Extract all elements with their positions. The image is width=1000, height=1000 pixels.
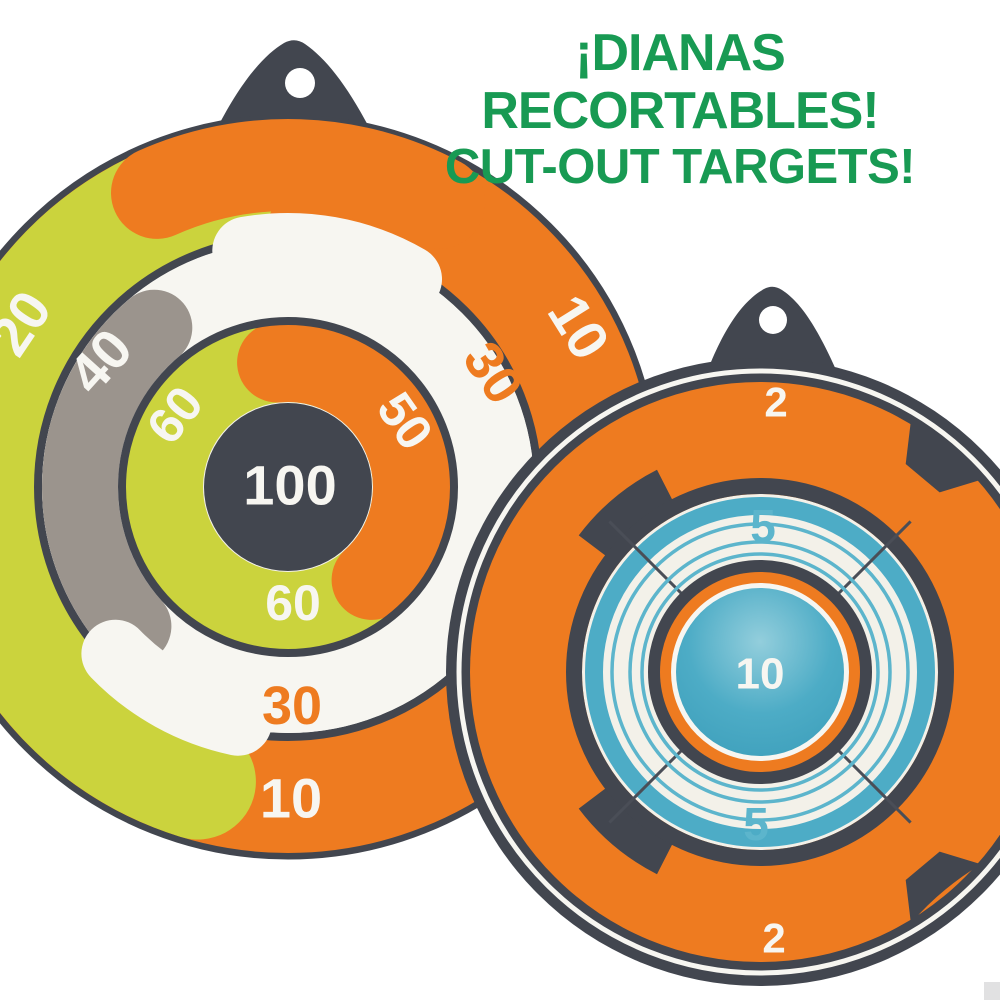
left-bullseye (204, 403, 372, 571)
left-score-100: 100 (243, 454, 336, 517)
left-orange-capsule-top (111, 119, 486, 249)
right-score-10-center: 10 (736, 650, 785, 699)
right-score-2-bottom: 2 (762, 915, 785, 962)
right-score-2-top: 2 (764, 379, 787, 426)
left-white-capsule-bottom (81, 619, 273, 756)
right-teal-band (585, 497, 935, 847)
corner-artifact (984, 982, 1000, 1000)
hanger-hole-icon (759, 306, 787, 334)
right-notch-lower-left (578, 787, 673, 875)
right-notch-upper-left (578, 469, 673, 557)
left-ring3-orange-segment (237, 322, 453, 620)
right-dark-band (566, 478, 954, 866)
right-score-5-bottom: 5 (743, 798, 769, 850)
left-separator-inner (118, 317, 458, 657)
right-thin-circle-mid (628, 540, 892, 804)
headline: ¡DIANAS RECORTABLES! CUT-OUT TARGETS! (380, 24, 980, 195)
headline-english: CUT-OUT TARGETS! (444, 140, 916, 195)
right-thin-circle-inner (640, 552, 880, 792)
right-rim-white-line (456, 368, 1000, 976)
target-right: 2 5 10 5 2 (446, 286, 1000, 986)
right-score-5-top: 5 (750, 500, 776, 552)
right-quadrant-lines (608, 520, 912, 824)
right-notch-lower-right (905, 851, 982, 924)
right-notch-upper-right (905, 420, 982, 493)
right-thin-circle-outer (610, 522, 910, 822)
right-bull-center (676, 588, 844, 756)
headline-spanish: ¡DIANAS RECORTABLES! (481, 24, 879, 141)
left-white-capsule-top (212, 212, 442, 314)
left-score-30-bottom: 30 (262, 676, 322, 736)
left-score-60-bottom: 60 (265, 575, 321, 631)
hanger-hole-icon (285, 68, 315, 98)
left-ring1-lime-segment (0, 128, 277, 840)
left-score-10-bottom: 10 (260, 767, 322, 830)
left-ring2-gray-segment (42, 289, 193, 665)
